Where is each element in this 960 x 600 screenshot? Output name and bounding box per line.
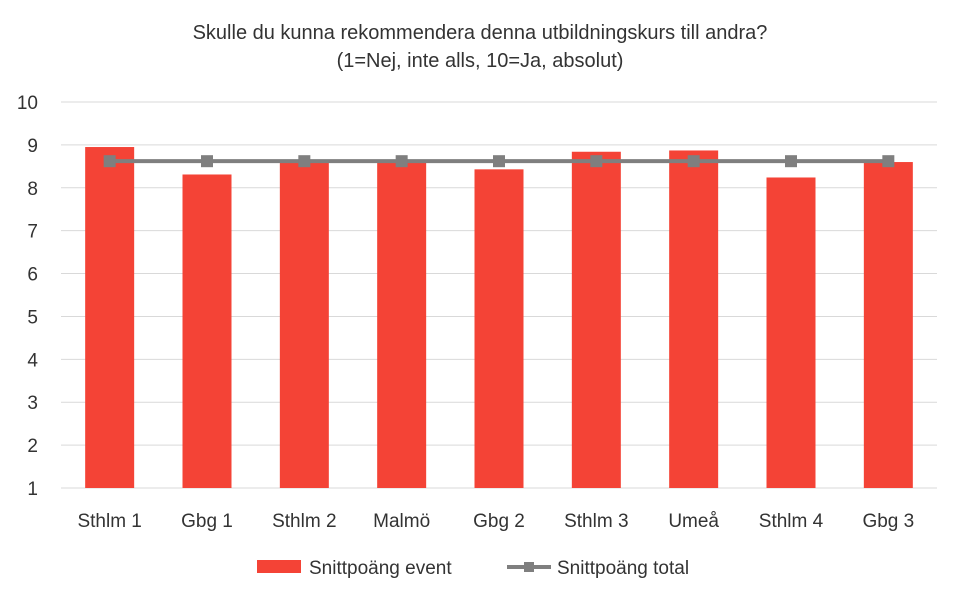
line-point (687, 155, 700, 168)
legend-swatch-marker (524, 562, 534, 572)
legend-label-bar: Snittpoäng event (309, 558, 452, 579)
bar-series (85, 147, 913, 489)
bar (669, 150, 719, 488)
line-point (201, 155, 213, 168)
x-tick-label: Malmö (373, 511, 430, 532)
line-point (785, 155, 797, 168)
bar (279, 161, 329, 489)
x-tick-label: Gbg 3 (862, 511, 914, 532)
line-point (590, 155, 603, 168)
line-point (103, 155, 116, 168)
line-point (882, 155, 895, 168)
chart-subtitle: (1=Nej, inte alls, 10=Ja, absolut) (337, 50, 624, 72)
chart-title: Skulle du kunna rekommendera denna utbil… (193, 22, 768, 44)
y-tick-label: 10 (17, 93, 38, 114)
legend-swatch-bar (257, 560, 301, 573)
x-tick-label: Gbg 2 (473, 511, 525, 532)
y-tick-label: 3 (27, 393, 38, 414)
y-tick-label: 6 (27, 265, 38, 286)
line-point (493, 155, 505, 168)
line-point (298, 155, 311, 168)
bar (766, 177, 816, 489)
line-point (395, 155, 408, 168)
legend-label-line: Snittpoäng total (557, 558, 689, 579)
y-tick-label: 5 (27, 307, 38, 328)
y-tick-label: 4 (27, 350, 38, 371)
legend: Snittpoäng event Snittpoäng total (257, 558, 689, 579)
y-tick-label: 8 (27, 179, 38, 200)
bar (377, 162, 427, 489)
y-tick-label: 9 (27, 136, 38, 157)
y-tick-label: 2 (27, 436, 38, 457)
y-tick-label: 7 (27, 222, 38, 243)
x-tick-label: Sthlm 2 (272, 511, 336, 532)
x-tick-label: Umeå (668, 511, 719, 532)
bar (863, 162, 913, 489)
bar (474, 169, 524, 488)
y-tick-label: 1 (27, 479, 38, 500)
bar (182, 174, 232, 488)
line-series (103, 155, 895, 168)
bar (571, 151, 621, 489)
x-tick-label: Gbg 1 (181, 511, 233, 532)
x-axis: Sthlm 1 Gbg 1 Sthlm 2 Malmö Gbg 2 Sthlm 3 Umeå… (77, 511, 914, 532)
x-tick-label: Sthlm 1 (77, 511, 141, 532)
x-tick-label: Sthlm 3 (564, 511, 628, 532)
x-tick-label: Sthlm 4 (759, 511, 824, 532)
bar (85, 147, 135, 489)
y-axis: 1 2 3 4 5 6 7 8 9 10 (17, 93, 39, 500)
